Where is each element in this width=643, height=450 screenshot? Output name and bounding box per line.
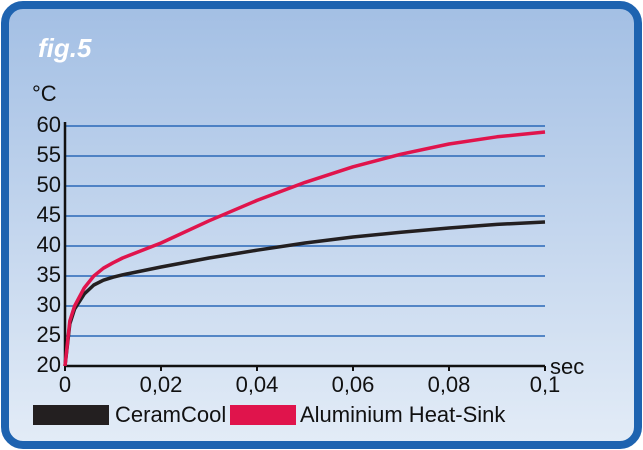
y-tick-label: 20 [37,352,61,377]
x-tick-label: 0,1 [530,372,561,397]
y-tick-label: 60 [37,112,61,137]
x-tick-label: 0,06 [332,372,375,397]
x-axis-label: sec [550,354,584,379]
y-tick-label: 45 [37,202,61,227]
x-tick-label: 0 [59,372,71,397]
x-tick-label: 0,08 [428,372,471,397]
chart-title: fig.5 [38,33,92,63]
y-tick-label: 30 [37,292,61,317]
y-axis-label: °C [32,81,57,106]
y-tick-label: 55 [37,142,61,167]
x-tick-label: 0,02 [140,372,183,397]
legend-label: Aluminium Heat-Sink [300,402,506,427]
legend-swatch [230,405,296,425]
y-tick-label: 35 [37,262,61,287]
y-tick-label: 50 [37,172,61,197]
line [63,130,546,367]
x-tick-label: 0,04 [236,372,279,397]
line [63,220,546,367]
y-tick-label: 25 [37,322,61,347]
y-tick-label: 40 [37,232,61,257]
legend-swatch [33,405,109,425]
legend-label: CeramCool [115,402,226,427]
